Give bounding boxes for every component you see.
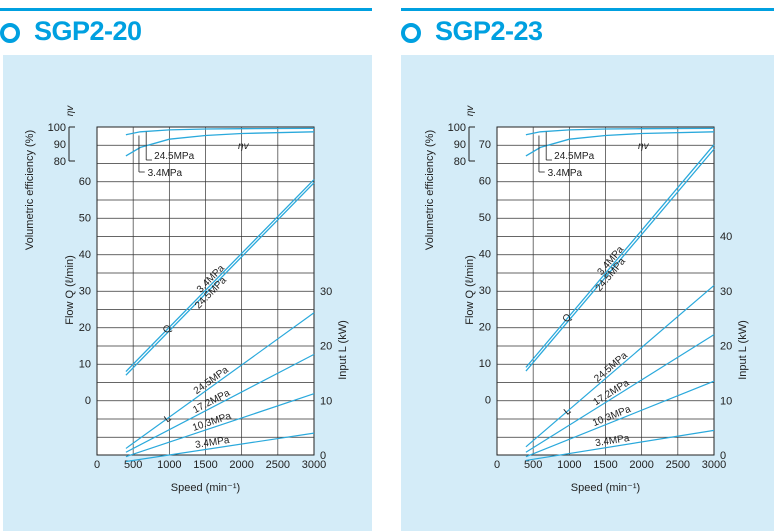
x-tick-label: 0 [494,459,500,471]
input-tick-label: 30 [720,286,732,298]
flow-tick-label: 10 [479,358,491,370]
flow-line-34mpa [525,144,715,368]
flow-tick-label: 0 [85,395,91,407]
input-line-245mpa [125,312,315,449]
flow-tick-label: 40 [79,249,91,261]
x-tick-label: 1000 [157,459,181,471]
input-axis-label: Input L (kW) [337,320,349,380]
efficiency-label-hi: 24.5MPa [554,151,594,162]
input-label-34mpa: 3.4MPa [194,435,230,451]
input-tick-label: 40 [720,231,732,243]
input-line-172mpa [125,353,315,453]
input-tick-label: 0 [720,450,726,462]
x-tick-label: 0 [94,459,100,471]
flow-tick-label: 60 [79,176,91,188]
eff-axis-symbol: ηv [465,105,476,117]
input-line-103mpa [525,380,715,458]
flow-tick-label: 60 [479,176,491,188]
l-label: L [562,405,574,417]
input-label-34mpa: 3.4MPa [594,433,630,449]
efficiency-curve-245mpa [125,131,315,157]
flow-tick-label: 70 [479,139,491,151]
header-rule [0,8,372,11]
x-tick-label: 500 [524,459,542,471]
eta-label: ηv [638,141,650,152]
flow-tick-label: 10 [79,359,91,371]
flow-line-245mpa [125,182,315,376]
flow-line-245mpa [525,148,715,372]
panel-header-sgp2-20: SGP2-20 [0,8,372,46]
efficiency-label-hi: 24.5MPa [154,151,194,162]
eff-tick-label: 80 [54,156,66,168]
input-axis-label: Input L (kW) [737,320,749,380]
flow-line-34mpa [125,179,315,372]
x-tick-label: 1500 [593,459,617,471]
x-axis-label: Speed (min⁻¹) [171,482,240,494]
eff-tick-label: 90 [454,139,466,151]
input-tick-label: 30 [320,286,332,298]
flow-tick-label: 50 [79,213,91,225]
panel-title: SGP2-20 [34,16,142,46]
x-tick-label: 1000 [557,459,581,471]
input-line-34mpa [525,429,715,462]
input-line-172mpa [525,334,715,453]
x-tick-label: 2500 [666,459,690,471]
flow-tick-label: 20 [79,322,91,334]
x-tick-label: 2000 [629,459,653,471]
eff-axis-symbol: ηv [65,105,76,117]
input-tick-label: 0 [320,450,326,462]
input-line-34mpa [125,432,315,463]
flow-tick-label: 20 [479,322,491,334]
x-tick-label: 500 [124,459,142,471]
x-tick-label: 1500 [193,459,217,471]
flow-axis-label: Flow Q (ℓ/min) [464,255,476,325]
efficiency-curve-34mpa [525,127,715,136]
ring-icon [0,23,20,43]
efficiency-label-lo: 3.4MPa [148,168,183,179]
x-tick-label: 2000 [229,459,253,471]
input-tick-label: 10 [320,395,332,407]
input-line-245mpa [525,284,715,448]
flow-axis-label: Flow Q (ℓ/min) [64,255,76,325]
flow-tick-label: 30 [479,285,491,297]
panel-header-sgp2-23: SGP2-23 [401,8,774,46]
flow-tick-label: 40 [479,249,491,261]
efficiency-curve-34mpa [125,127,315,136]
eff-tick-label: 100 [48,122,66,134]
panel-title: SGP2-23 [435,16,543,46]
flow-tick-label: 50 [479,212,491,224]
eff-tick-label: 90 [54,139,66,151]
header-rule [401,8,774,11]
x-axis-label: Speed (min⁻¹) [571,482,640,494]
ring-icon [401,23,421,43]
efficiency-label-lo: 3.4MPa [548,168,583,179]
eta-label: ηv [238,141,250,152]
flow-tick-label: 0 [485,395,491,407]
flow-tick-label: 30 [79,286,91,298]
eff-tick-label: 100 [448,122,466,134]
eff-axis-label: Volumetric efficiency (%) [24,130,36,250]
input-tick-label: 20 [720,341,732,353]
x-tick-label: 3000 [702,459,726,471]
efficiency-curve-245mpa [525,131,715,157]
input-tick-label: 20 [320,341,332,353]
eff-axis-label: Volumetric efficiency (%) [424,130,436,250]
x-tick-label: 2500 [266,459,290,471]
input-tick-label: 10 [720,395,732,407]
x-tick-label: 3000 [302,459,326,471]
input-line-103mpa [125,393,315,458]
eff-tick-label: 80 [454,156,466,168]
l-label: L [162,413,173,425]
